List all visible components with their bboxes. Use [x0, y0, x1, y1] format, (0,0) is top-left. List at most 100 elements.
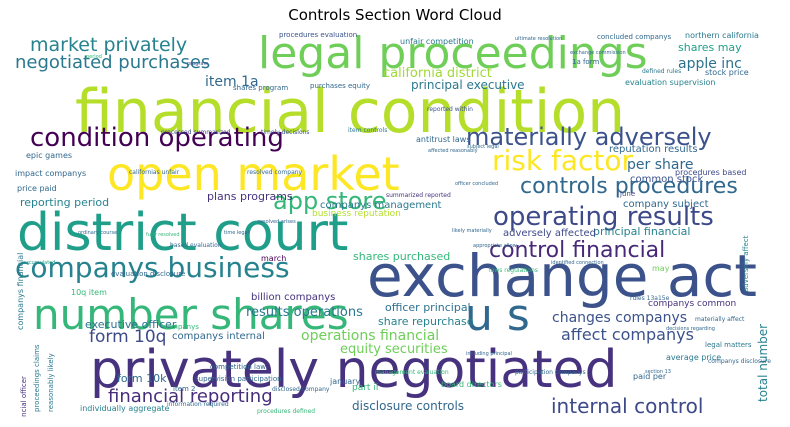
word-june: june [620, 190, 636, 198]
word-average-price: average price [666, 353, 722, 362]
word-adversely-affected: adversely affected [503, 228, 596, 239]
word-apple-inc: apple inc [678, 56, 742, 72]
word-operating-results: operating results [493, 202, 714, 232]
word-including-principal: including principal [466, 351, 512, 357]
word-adversely-affect: adversely affect [742, 235, 750, 292]
word-time-legal: time legal [224, 230, 249, 236]
word-reported-within: reported within [427, 106, 473, 113]
word-identified-connection: identified connection [551, 260, 604, 266]
word-privately-negotiated: privately negotiated [90, 340, 618, 400]
word-companys-common: companys common [648, 299, 737, 309]
word-companys-management: companys management [320, 200, 442, 211]
word-financial-officer: financial officer [20, 376, 28, 417]
word-program: program [187, 61, 209, 67]
word-companys-disclosure: companys disclosure [708, 358, 771, 365]
word-january: january [330, 377, 361, 386]
word-unfair-competition: unfair competition [400, 37, 474, 46]
word-disclosure-controls: disclosure controls [352, 399, 465, 413]
word-app-store: app store [273, 187, 387, 215]
word-number-shares: number shares [33, 290, 349, 339]
word-market-privately: market privately [30, 34, 188, 56]
word-ordinary-course: ordinary course [78, 230, 118, 236]
word-common-stock: common stock [630, 174, 704, 185]
word-operations-financial: operations financial [301, 328, 440, 344]
word-appropriate-allow: appropriate allow [473, 243, 517, 249]
chart-title: Controls Section Word Cloud [288, 6, 502, 24]
word-legal-matters: legal matters [705, 341, 752, 349]
word-subject-legal: subject legal [467, 144, 499, 150]
word-risk-factor: risk factor [492, 144, 634, 177]
word-evaluation-supervision: evaluation supervision [625, 78, 716, 87]
word-march: march [261, 254, 287, 263]
word-equity-securities: equity securities [340, 342, 448, 357]
word-1a-form: 1a form [572, 58, 600, 66]
word-cloud: financial condition privately negotiated e… [15, 32, 776, 417]
word-condition-operating: condition operating [30, 123, 284, 153]
word-information-required: information required [167, 401, 229, 408]
word-plans-programs: plans programs [207, 190, 293, 203]
word-companys-internal: companys internal [172, 331, 265, 342]
word-open-market: open market [107, 147, 400, 201]
word-resolved-arises: resolved arises [258, 219, 296, 225]
word-stock-price: stock price [705, 68, 749, 77]
word-antitrust-laws: antitrust laws [416, 135, 471, 144]
word-exchange-commission: exchange commission [570, 50, 626, 56]
word-exchange-act: exchange act [367, 242, 758, 310]
word-results-operations: results operations [246, 305, 363, 320]
word-negotiated-purchases: negotiated purchases [15, 52, 211, 73]
word-shares-program: shares program [233, 84, 289, 92]
word-company-subject: company subject [623, 199, 709, 210]
word-may: may [652, 264, 670, 273]
word-proceedings-claims: proceedings claims [33, 344, 41, 412]
word-changes-companys: changes companys [552, 310, 688, 326]
word-principal-executive: principal executive [411, 78, 525, 92]
word-affect-companys: affect companys [561, 325, 694, 344]
word-defined-rules: defined rules [642, 68, 682, 75]
word-procedures-based: procedures based [675, 168, 747, 177]
word-laws-regulations: laws regulations [489, 267, 538, 274]
word-individually-aggregate: individually aggregate [80, 404, 170, 413]
word-billion-companys: billion companys [251, 292, 336, 303]
word-disclosed-company: disclosed company [272, 386, 330, 393]
word-rules-13a15e: rules 13a15e [630, 295, 670, 302]
word-procedures-defined: procedures defined [257, 408, 316, 415]
word-california-district: california district [383, 66, 492, 81]
word-epic-games: epic games [26, 151, 73, 160]
word-management-evaluation: management evaluation [375, 369, 449, 376]
word-item-1a: item 1a [205, 74, 259, 90]
word-cloud-canvas: financial condition privately negotiated e… [15, 32, 776, 417]
word-northern-california: northern california [685, 32, 759, 40]
word-supervision-participation: supervision participation [195, 375, 282, 383]
word-form-10k: form 10k [117, 372, 167, 385]
word-processed-summarized: processed summarized [161, 129, 231, 136]
word-form-10q: form 10q [89, 327, 167, 347]
word-concluded-companys: concluded companys [597, 33, 672, 41]
word-board-directors: board directors [441, 380, 502, 389]
word-paid-per: paid per [633, 372, 667, 381]
word-participation-companys: participation companys [515, 369, 586, 376]
word-timely-decisions: timely decisions [261, 129, 310, 136]
word-share-repurchase: share repurchase [378, 315, 474, 328]
word-part-ii: part ii [352, 383, 379, 393]
word-summarized-reported: summarized reported [386, 192, 451, 199]
word-californias-unfair: californias unfair [129, 169, 180, 176]
word-companys-business: companys business [15, 251, 290, 284]
word-item-2: item 2 [173, 385, 196, 393]
word-resolved-company: resolved company [247, 169, 303, 176]
word-based-evaluation: based evaluation [170, 242, 222, 249]
word-controls-procedures: controls procedures [520, 174, 738, 199]
word-likely-materially: likely materially [452, 228, 492, 234]
word-companys: companys [163, 323, 199, 331]
word-10q-item: 10q item [71, 288, 107, 297]
word-shares-may: shares may [678, 41, 742, 54]
word-control-financial: control financial [489, 238, 666, 263]
word-shares-purchased: shares purchased [353, 250, 451, 263]
word-section-13: section 13 [645, 369, 671, 375]
word-u-s: u s [465, 290, 530, 341]
word-accumulated: accumulated [23, 260, 56, 266]
word-price-paid: price paid [17, 184, 57, 193]
word-reporting-period: reporting period [20, 196, 110, 209]
word-period: period [86, 54, 102, 60]
word-district-court: district court [17, 203, 349, 263]
word-internal-control: internal control [551, 394, 704, 417]
